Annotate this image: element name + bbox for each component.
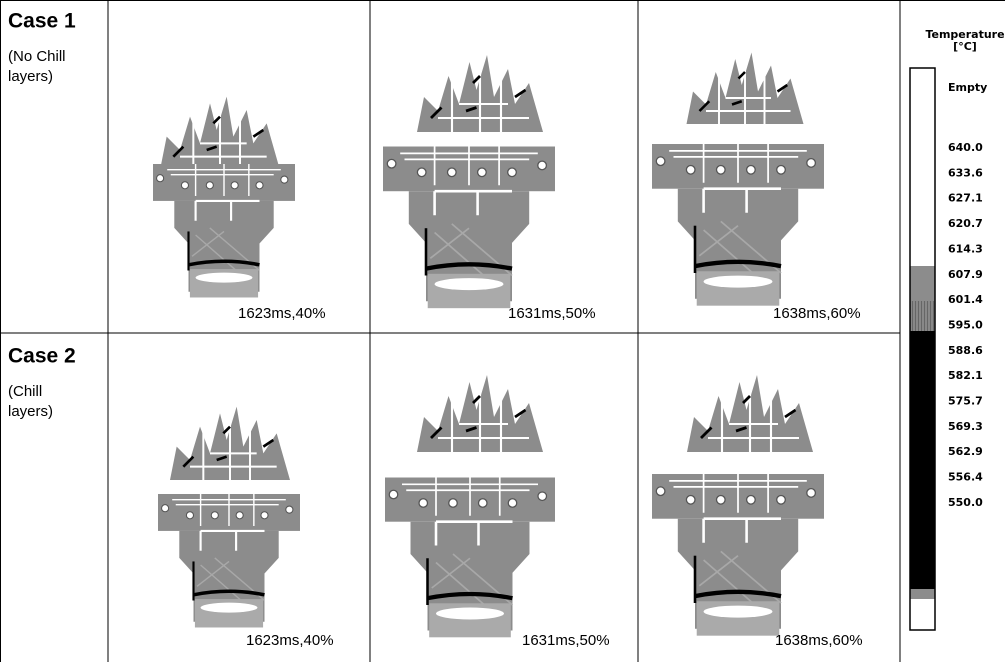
legend-label: 595.0 — [948, 318, 983, 331]
case-title: Case 2 — [8, 345, 76, 368]
legend-label: 614.3 — [948, 242, 983, 255]
legend-label: 607.9 — [948, 268, 983, 281]
case-subtitle: layers) — [8, 68, 53, 85]
simulation-image — [385, 375, 555, 637]
panel-caption: 1623ms,40% — [246, 632, 334, 649]
color-bar — [910, 68, 935, 630]
legend-label: 601.4 — [948, 293, 983, 306]
simulation-image — [158, 407, 300, 628]
legend-label: 556.4 — [948, 471, 983, 484]
simulation-image — [652, 53, 824, 306]
panel-caption: 1638ms,60% — [775, 632, 863, 649]
case-subtitle: layers) — [8, 403, 53, 420]
simulation-image — [652, 375, 824, 636]
legend-label: 550.0 — [948, 496, 983, 509]
legend-label: 575.7 — [948, 395, 983, 408]
legend-label: 633.6 — [948, 166, 983, 179]
simulation-image — [383, 55, 555, 308]
panel-caption: 1631ms,50% — [522, 632, 610, 649]
legend-label: 569.3 — [948, 420, 983, 433]
simulation-image — [153, 97, 295, 298]
panel-caption: 1623ms,40% — [238, 305, 326, 322]
legend-title: [°C] — [953, 40, 977, 53]
figure: Case 1 (No Chill layers) Case 2 (Chill l… — [0, 0, 1005, 662]
case-subtitle: (No Chill — [8, 48, 66, 65]
legend-label: 588.6 — [948, 344, 983, 357]
panel-caption: 1631ms,50% — [508, 305, 596, 322]
legend-label: 582.1 — [948, 369, 983, 382]
legend-label: Empty — [948, 81, 987, 94]
case-title: Case 1 — [8, 10, 76, 33]
legend-label: 562.9 — [948, 445, 983, 458]
case-subtitle: (Chill — [8, 383, 42, 400]
panel-caption: 1638ms,60% — [773, 305, 861, 322]
legend-label: 640.0 — [948, 141, 983, 154]
legend-label: 627.1 — [948, 192, 983, 205]
legend-label: 620.7 — [948, 217, 983, 230]
